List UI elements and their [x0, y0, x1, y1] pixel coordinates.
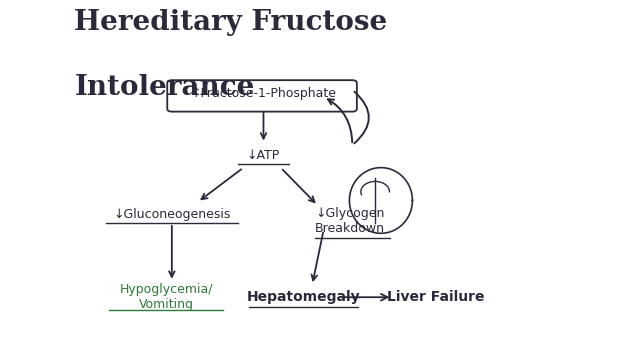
Text: Hereditary Fructose: Hereditary Fructose [74, 9, 388, 36]
Text: ↓Glycogen
Breakdown: ↓Glycogen Breakdown [315, 207, 385, 235]
FancyArrowPatch shape [328, 99, 352, 142]
Text: ↑Fructose-1-Phosphate: ↑Fructose-1-Phosphate [191, 87, 337, 100]
Text: ↓Gluconeogenesis: ↓Gluconeogenesis [113, 208, 230, 221]
FancyArrowPatch shape [355, 92, 369, 143]
Text: Hepatomegaly: Hepatomegaly [247, 290, 360, 304]
Text: Intolerance: Intolerance [74, 74, 255, 101]
Text: Liver Failure: Liver Failure [387, 290, 484, 304]
Text: ↓ATP: ↓ATP [247, 149, 280, 162]
Text: Hypoglycemia/
Vomiting: Hypoglycemia/ Vomiting [120, 283, 213, 311]
